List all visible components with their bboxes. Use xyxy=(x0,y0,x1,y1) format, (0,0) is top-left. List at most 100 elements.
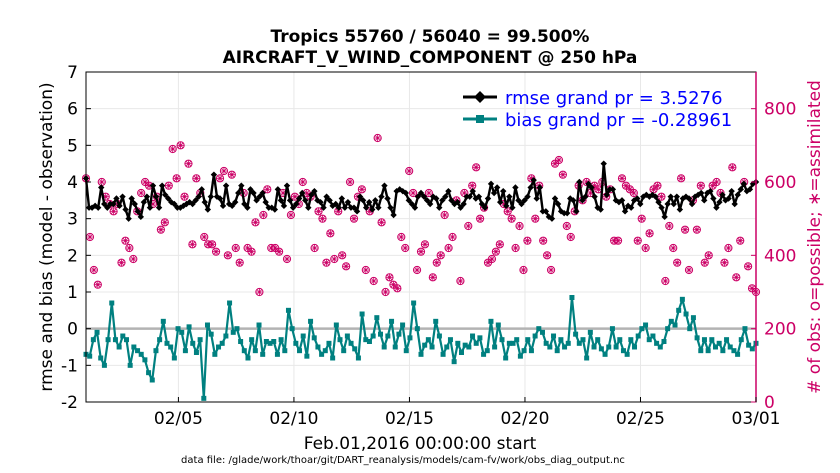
rmse-point xyxy=(749,180,757,188)
obs-assimilated-marker xyxy=(744,262,752,270)
obs-assimilated-marker xyxy=(184,160,192,168)
bias-point xyxy=(492,344,498,350)
rmse-point xyxy=(305,204,312,211)
obs-assimilated-marker xyxy=(177,141,185,149)
obs-possible-marker xyxy=(677,174,686,183)
bias-point xyxy=(584,355,590,361)
rmse-point xyxy=(140,198,148,206)
left-tick-label: 5 xyxy=(67,136,78,156)
obs-possible-marker xyxy=(424,188,433,198)
rmse-point xyxy=(204,206,212,213)
obs-assimilated-marker xyxy=(551,160,559,168)
right-axis-ticks: 0 200 400 600 800 xyxy=(751,100,796,413)
right-tick-label: 0 xyxy=(764,393,775,413)
bias-point xyxy=(348,340,354,346)
obs-assimilated-marker xyxy=(291,193,299,201)
rmse-point xyxy=(143,193,151,200)
bias-point xyxy=(727,344,733,350)
rmse-point xyxy=(655,198,662,206)
rmse-point xyxy=(98,184,105,191)
obs-assimilated-marker xyxy=(409,189,417,197)
obs-possible-marker xyxy=(330,254,339,264)
bias-point xyxy=(219,340,225,346)
rmse-point xyxy=(445,187,452,195)
rmse-point xyxy=(344,198,352,206)
rmse-point xyxy=(460,200,467,208)
obs-possible-marker xyxy=(416,247,426,256)
bias-point xyxy=(245,355,251,361)
rmse-point xyxy=(563,209,571,217)
chart-title-line2: AIRCRAFT_V_WIND_COMPONENT @ 250 hPa xyxy=(223,48,638,68)
obs-assimilated-marker xyxy=(669,244,677,252)
left-axis-ticks: -2 -1 0 1 2 3 4 5 6 7 xyxy=(61,63,91,413)
rmse-point xyxy=(609,186,617,193)
bias-point xyxy=(271,339,277,344)
obs-assimilated-marker xyxy=(512,244,520,252)
obs-assimilated-marker xyxy=(287,211,295,219)
rmse-point xyxy=(271,206,279,213)
rmse-point xyxy=(405,197,413,204)
obs-assimilated-marker xyxy=(516,222,524,230)
bias-point xyxy=(285,307,291,313)
bias-point xyxy=(90,337,96,343)
rmse-point xyxy=(503,202,510,210)
rmse-point xyxy=(274,186,282,193)
obs-possible-marker xyxy=(231,243,240,253)
bias-point xyxy=(418,351,424,357)
left-tick-label: -2 xyxy=(61,393,78,413)
bias-point xyxy=(488,318,494,324)
bias-point xyxy=(278,337,284,343)
rmse-point xyxy=(624,202,632,210)
obs-possible-marker xyxy=(227,170,236,179)
obs-possible-marker xyxy=(405,166,414,176)
rmse-point xyxy=(649,191,656,199)
obs-possible-marker xyxy=(251,218,260,227)
bias-point xyxy=(473,340,479,346)
obs-assimilated-marker xyxy=(232,244,240,252)
obs-assimilated-marker xyxy=(236,259,244,267)
bias-point xyxy=(698,348,704,354)
bias-point xyxy=(400,322,406,328)
obs-assimilated-marker xyxy=(705,251,713,259)
rmse-point xyxy=(701,197,708,204)
bias-point xyxy=(462,342,468,348)
obs-assimilated-marker xyxy=(500,200,508,208)
bias-point xyxy=(458,350,464,355)
bias-point xyxy=(598,346,604,352)
right-tick-label: 200 xyxy=(764,320,796,340)
x-tick-label: 02/25 xyxy=(616,409,665,429)
bias-point xyxy=(186,324,192,330)
obs-assimilated-marker xyxy=(137,189,145,197)
rmse-point xyxy=(439,197,446,204)
bias-point xyxy=(455,340,461,346)
rmse-point xyxy=(579,197,586,204)
bias-point xyxy=(392,344,398,350)
obs-possible-marker xyxy=(476,214,485,223)
bias-point xyxy=(650,333,656,339)
obs-assimilated-marker xyxy=(125,244,133,252)
rmse-point xyxy=(283,182,291,189)
rmse-point xyxy=(219,202,227,210)
bias-point xyxy=(127,362,133,368)
rmse-point xyxy=(713,204,720,211)
rmse-point xyxy=(533,195,540,202)
bias-point xyxy=(87,353,93,359)
obs-possible-marker xyxy=(641,243,650,253)
rmse-point xyxy=(679,195,687,202)
legend-rmse-label: rmse grand pr = 3.5276 xyxy=(505,88,723,109)
bias-point xyxy=(425,337,431,343)
obs-assimilated-marker xyxy=(165,182,173,190)
rmse-point xyxy=(621,208,629,215)
rmse-point xyxy=(475,193,483,200)
bias-point xyxy=(503,355,509,361)
obs-possible-marker xyxy=(582,177,591,187)
rmse-point xyxy=(326,197,333,204)
obs-possible-marker xyxy=(188,240,197,249)
bias-point xyxy=(470,333,476,339)
bias-point xyxy=(193,350,199,355)
bias-point xyxy=(433,318,439,324)
rmse-point xyxy=(442,193,449,200)
bias-point xyxy=(227,300,233,306)
obs-assimilated-marker xyxy=(338,251,346,259)
rmse-point xyxy=(210,171,218,178)
